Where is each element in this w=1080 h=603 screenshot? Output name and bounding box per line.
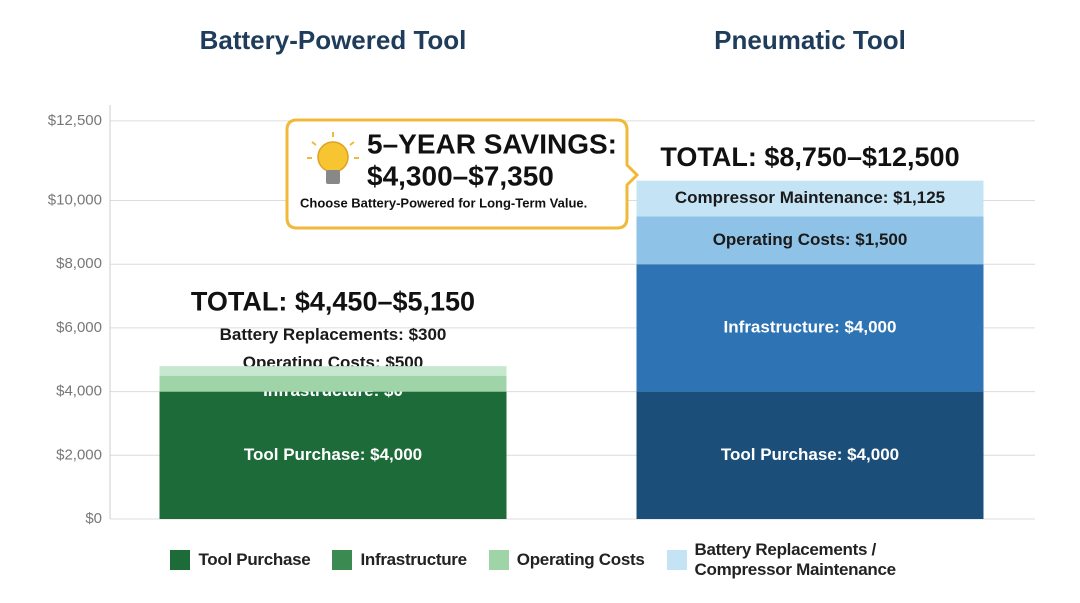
legend-swatch [170,550,191,570]
bar-segment [159,366,507,376]
category-label: Pneumatic Tool [714,25,906,55]
legend-label: Battery Replacements / Compressor Mainte… [694,540,897,579]
plot: $0 $2,000 $4,000 $6,000 $8,000 $10,000 $12,500… [48,25,1035,527]
bar-segment [159,375,507,392]
legend-swatch [332,550,353,570]
callout: 5–YEAR SAVINGS: $4,300–$7,350 Choose Bat… [285,118,640,230]
callout-note: Choose Battery-Powered for Long-Term Val… [300,195,587,210]
legend-item: Infrastructure [332,550,467,570]
callout-title: 5–YEAR SAVINGS: [367,128,617,159]
total-label: TOTAL: $8,750–$12,500 [660,142,959,172]
segment-label: Tool Purchase: $4,000 [721,445,899,464]
segment-label: Compressor Maintenance: $1,125 [675,188,945,207]
legend-item: Operating Costs [488,550,645,570]
y-tick-label: $12,500 [48,112,102,129]
bar-segment [636,216,984,265]
callout-value: $4,300–$7,350 [367,160,554,191]
segment-label: Battery Replacements: $300 [220,325,447,344]
bulb-icon [307,132,359,184]
legend-label: Tool Purchase [198,550,311,569]
segment-label: Tool Purchase: $4,000 [244,445,422,464]
bar-segment [636,264,984,392]
bar-segment [159,391,507,519]
legend-label: Infrastructure [360,550,467,569]
legend-label: Operating Costs [516,550,645,569]
legend-item: Battery Replacements / Compressor Mainte… [666,540,910,580]
legend-swatch [488,550,509,570]
y-tick-label: $8,000 [56,255,102,272]
legend-item: Tool Purchase [170,550,311,570]
bar-segment [636,391,984,519]
category-label: Battery-Powered Tool [200,25,467,55]
y-tick-label: $10,000 [48,192,102,209]
bar-segment [636,180,984,217]
segment-label: Operating Costs: $1,500 [713,230,908,249]
y-tick-label: $0 [85,510,102,527]
legend: Tool Purchase Infrastructure Operating Cos… [0,540,1080,580]
total-label: TOTAL: $4,450–$5,150 [191,287,475,317]
y-tick-label: $6,000 [56,319,102,336]
legend-swatch [666,550,687,570]
y-tick-label: $4,000 [56,383,102,400]
segment-label: Infrastructure: $4,000 [724,317,897,336]
callout-box [285,118,640,230]
y-tick-label: $2,000 [56,446,102,463]
